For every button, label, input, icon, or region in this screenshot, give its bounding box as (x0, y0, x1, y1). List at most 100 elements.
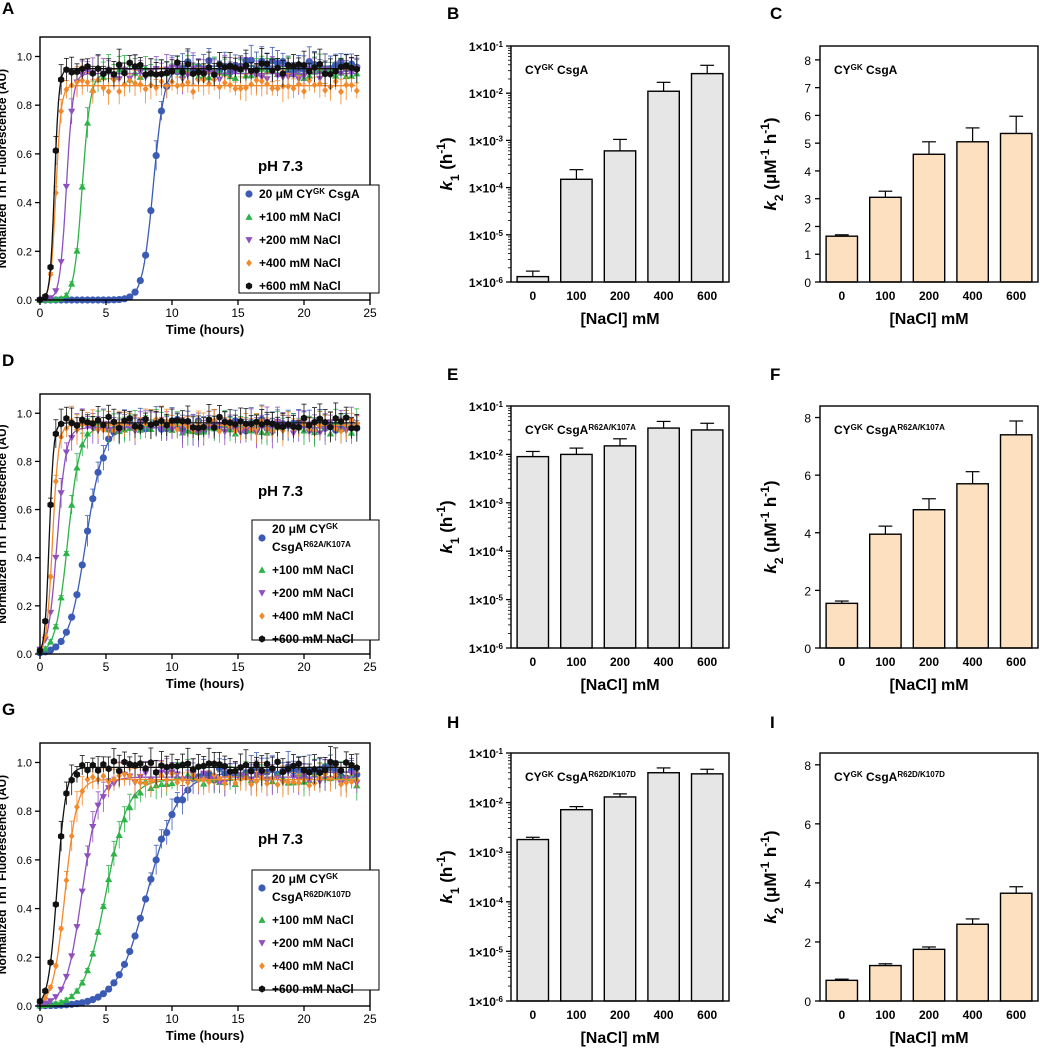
y-tick-label: 4 (804, 165, 811, 179)
x-tick-label: 0 (37, 1012, 44, 1026)
data-point (248, 80, 255, 88)
y-tick-label: 0.6 (17, 505, 32, 517)
data-point (99, 794, 107, 801)
x-tick-label: 200 (610, 655, 630, 669)
plot-frame (819, 405, 1039, 649)
x-tick-label: 20 (297, 1012, 311, 1026)
data-point (248, 767, 255, 775)
data-point (89, 761, 96, 769)
x-axis-label: [NaCl] mM (889, 677, 968, 694)
bar (603, 445, 637, 649)
data-point (348, 761, 355, 769)
condition-label: pH 7.3 (258, 831, 303, 848)
data-point (42, 987, 49, 995)
y-tick-label: 1×10-1 (469, 747, 504, 762)
data-point (290, 423, 297, 431)
x-tick-label: 5 (103, 306, 110, 320)
data-point (137, 80, 144, 89)
data-point (295, 760, 302, 768)
legend-item-label: +400 mM NaCl (272, 609, 354, 623)
data-point (258, 59, 265, 68)
data-point (94, 766, 102, 775)
x-axis-label: Time (hours) (166, 676, 245, 691)
data-point (216, 60, 223, 69)
plot-frame (510, 752, 730, 1002)
data-point (269, 764, 276, 772)
data-point (131, 422, 139, 431)
data-point (190, 765, 197, 773)
y-axis-label: Normalized ThT Fluorescence (AU) (0, 775, 9, 974)
y-tick-label: 0.6 (17, 149, 32, 161)
data-point (327, 758, 334, 766)
data-point (195, 763, 202, 771)
y-tick-label: 1×10-4 (469, 181, 504, 196)
data-point (174, 416, 181, 425)
x-tick-label: 20 (297, 660, 311, 674)
x-tick-label: 600 (697, 1008, 717, 1022)
data-point (52, 643, 60, 651)
data-point (295, 779, 302, 787)
data-point (195, 424, 202, 432)
legend-item-label: +400 mM NaCl (272, 959, 354, 973)
data-point (89, 773, 96, 781)
data-point (105, 88, 112, 96)
data-point (179, 68, 186, 76)
data-point (348, 64, 355, 72)
data-point (195, 775, 202, 783)
y-tick-label: 1×10-3 (469, 496, 504, 511)
bar (869, 533, 902, 649)
series-4 (36, 48, 360, 304)
data-point (68, 108, 76, 116)
y-tick-label: 1×10-5 (469, 945, 504, 960)
y-tick-label: 1×10-1 (469, 400, 504, 415)
data-point (126, 77, 133, 85)
data-point (142, 764, 149, 773)
data-point (68, 501, 76, 508)
data-point (94, 65, 102, 73)
data-point (63, 876, 70, 884)
y-tick-label: 0.4 (17, 198, 32, 210)
data-point (132, 777, 138, 786)
data-point (206, 778, 212, 786)
data-point (158, 417, 165, 425)
data-point (179, 81, 186, 89)
data-point (184, 78, 191, 87)
y-tick-label: 1×10-2 (469, 87, 504, 102)
bar (825, 979, 859, 1002)
data-point (137, 423, 144, 431)
data-point (311, 63, 318, 72)
data-point (348, 778, 355, 786)
data-point (78, 183, 86, 190)
bar (999, 132, 1033, 283)
y-tick-label: 0.4 (17, 904, 32, 916)
data-point (327, 70, 334, 78)
x-axis-label: [NaCl] mM (889, 311, 968, 328)
data-point (74, 78, 80, 86)
data-point (105, 765, 112, 773)
data-point (84, 62, 91, 71)
data-point (63, 66, 70, 74)
bar (825, 235, 859, 283)
data-point (46, 998, 55, 1005)
data-point (205, 63, 213, 71)
data-point (337, 417, 345, 426)
data-point (264, 780, 270, 788)
x-tick-label: 100 (566, 289, 586, 303)
data-point (79, 65, 86, 73)
data-point (147, 421, 154, 429)
rate-panel-b: B 0 100 200 400 600 1×10-6 1×10-5 1×10-4 1×10-3 1×… (434, 4, 730, 328)
data-point (78, 441, 86, 448)
data-point (110, 70, 118, 78)
bar (999, 892, 1033, 1002)
data-point (253, 418, 260, 426)
data-point (41, 1000, 49, 1008)
bar (956, 483, 989, 649)
data-point (100, 760, 107, 769)
y-axis-label: k2 (μM-1 h-1) (758, 117, 786, 210)
data-point (295, 60, 302, 68)
data-point (62, 449, 70, 456)
y-axis-label: Normalized ThT Fluorescence (AU) (0, 424, 9, 623)
bar (516, 275, 550, 283)
data-point (84, 775, 91, 783)
strain-annotation: CYGK CsgAR62D/K107D (834, 770, 945, 785)
